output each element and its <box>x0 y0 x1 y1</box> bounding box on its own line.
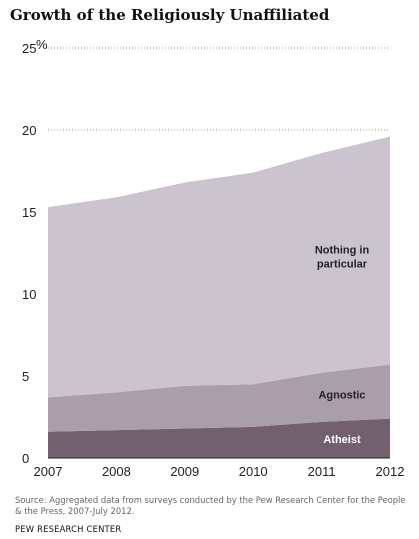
y-tick-label: 15 <box>22 205 36 220</box>
x-tick-label: 2007 <box>34 464 63 479</box>
y-tick-label: 5 <box>22 369 29 384</box>
series-label-nothing-in-particular: Nothing in particular <box>315 245 370 271</box>
y-tick-label: 20 <box>22 123 36 138</box>
stacked-area-chart: 0 5 10 15 20 25% 2007 2008 2009 2010 2011 2012 Ath… <box>22 37 405 479</box>
x-tick-label: 2011 <box>308 464 336 479</box>
x-axis-ticks: 2007 2008 2009 2010 2011 2012 <box>34 464 405 479</box>
org-credit: PEW RESEARCH CENTER <box>15 524 122 534</box>
y-axis-ticks: 0 5 10 15 20 25% <box>22 37 48 466</box>
x-tick-label: 2009 <box>170 464 199 479</box>
y-tick-label: 10 <box>22 287 36 302</box>
series-label-atheist: Atheist <box>323 434 361 446</box>
chart-title: Growth of the Religiously Unaffiliated <box>10 6 330 24</box>
x-tick-label: 2012 <box>376 464 405 479</box>
y-tick-label: 0 <box>22 451 29 466</box>
y-tick-label: 25 <box>22 41 36 56</box>
area-atheist <box>48 418 390 458</box>
x-tick-label: 2008 <box>102 464 131 479</box>
series-label-agnostic: Agnostic <box>318 389 365 401</box>
area-nothing-in-particular <box>48 136 390 398</box>
y-unit-label: % <box>36 37 48 52</box>
series-areas <box>48 136 390 458</box>
series-labels: Atheist Agnostic Nothing in particular <box>315 245 370 446</box>
source-note: Source: Aggregated data from surveys con… <box>15 495 406 516</box>
x-tick-label: 2010 <box>239 464 268 479</box>
area-agnostic <box>48 364 390 432</box>
